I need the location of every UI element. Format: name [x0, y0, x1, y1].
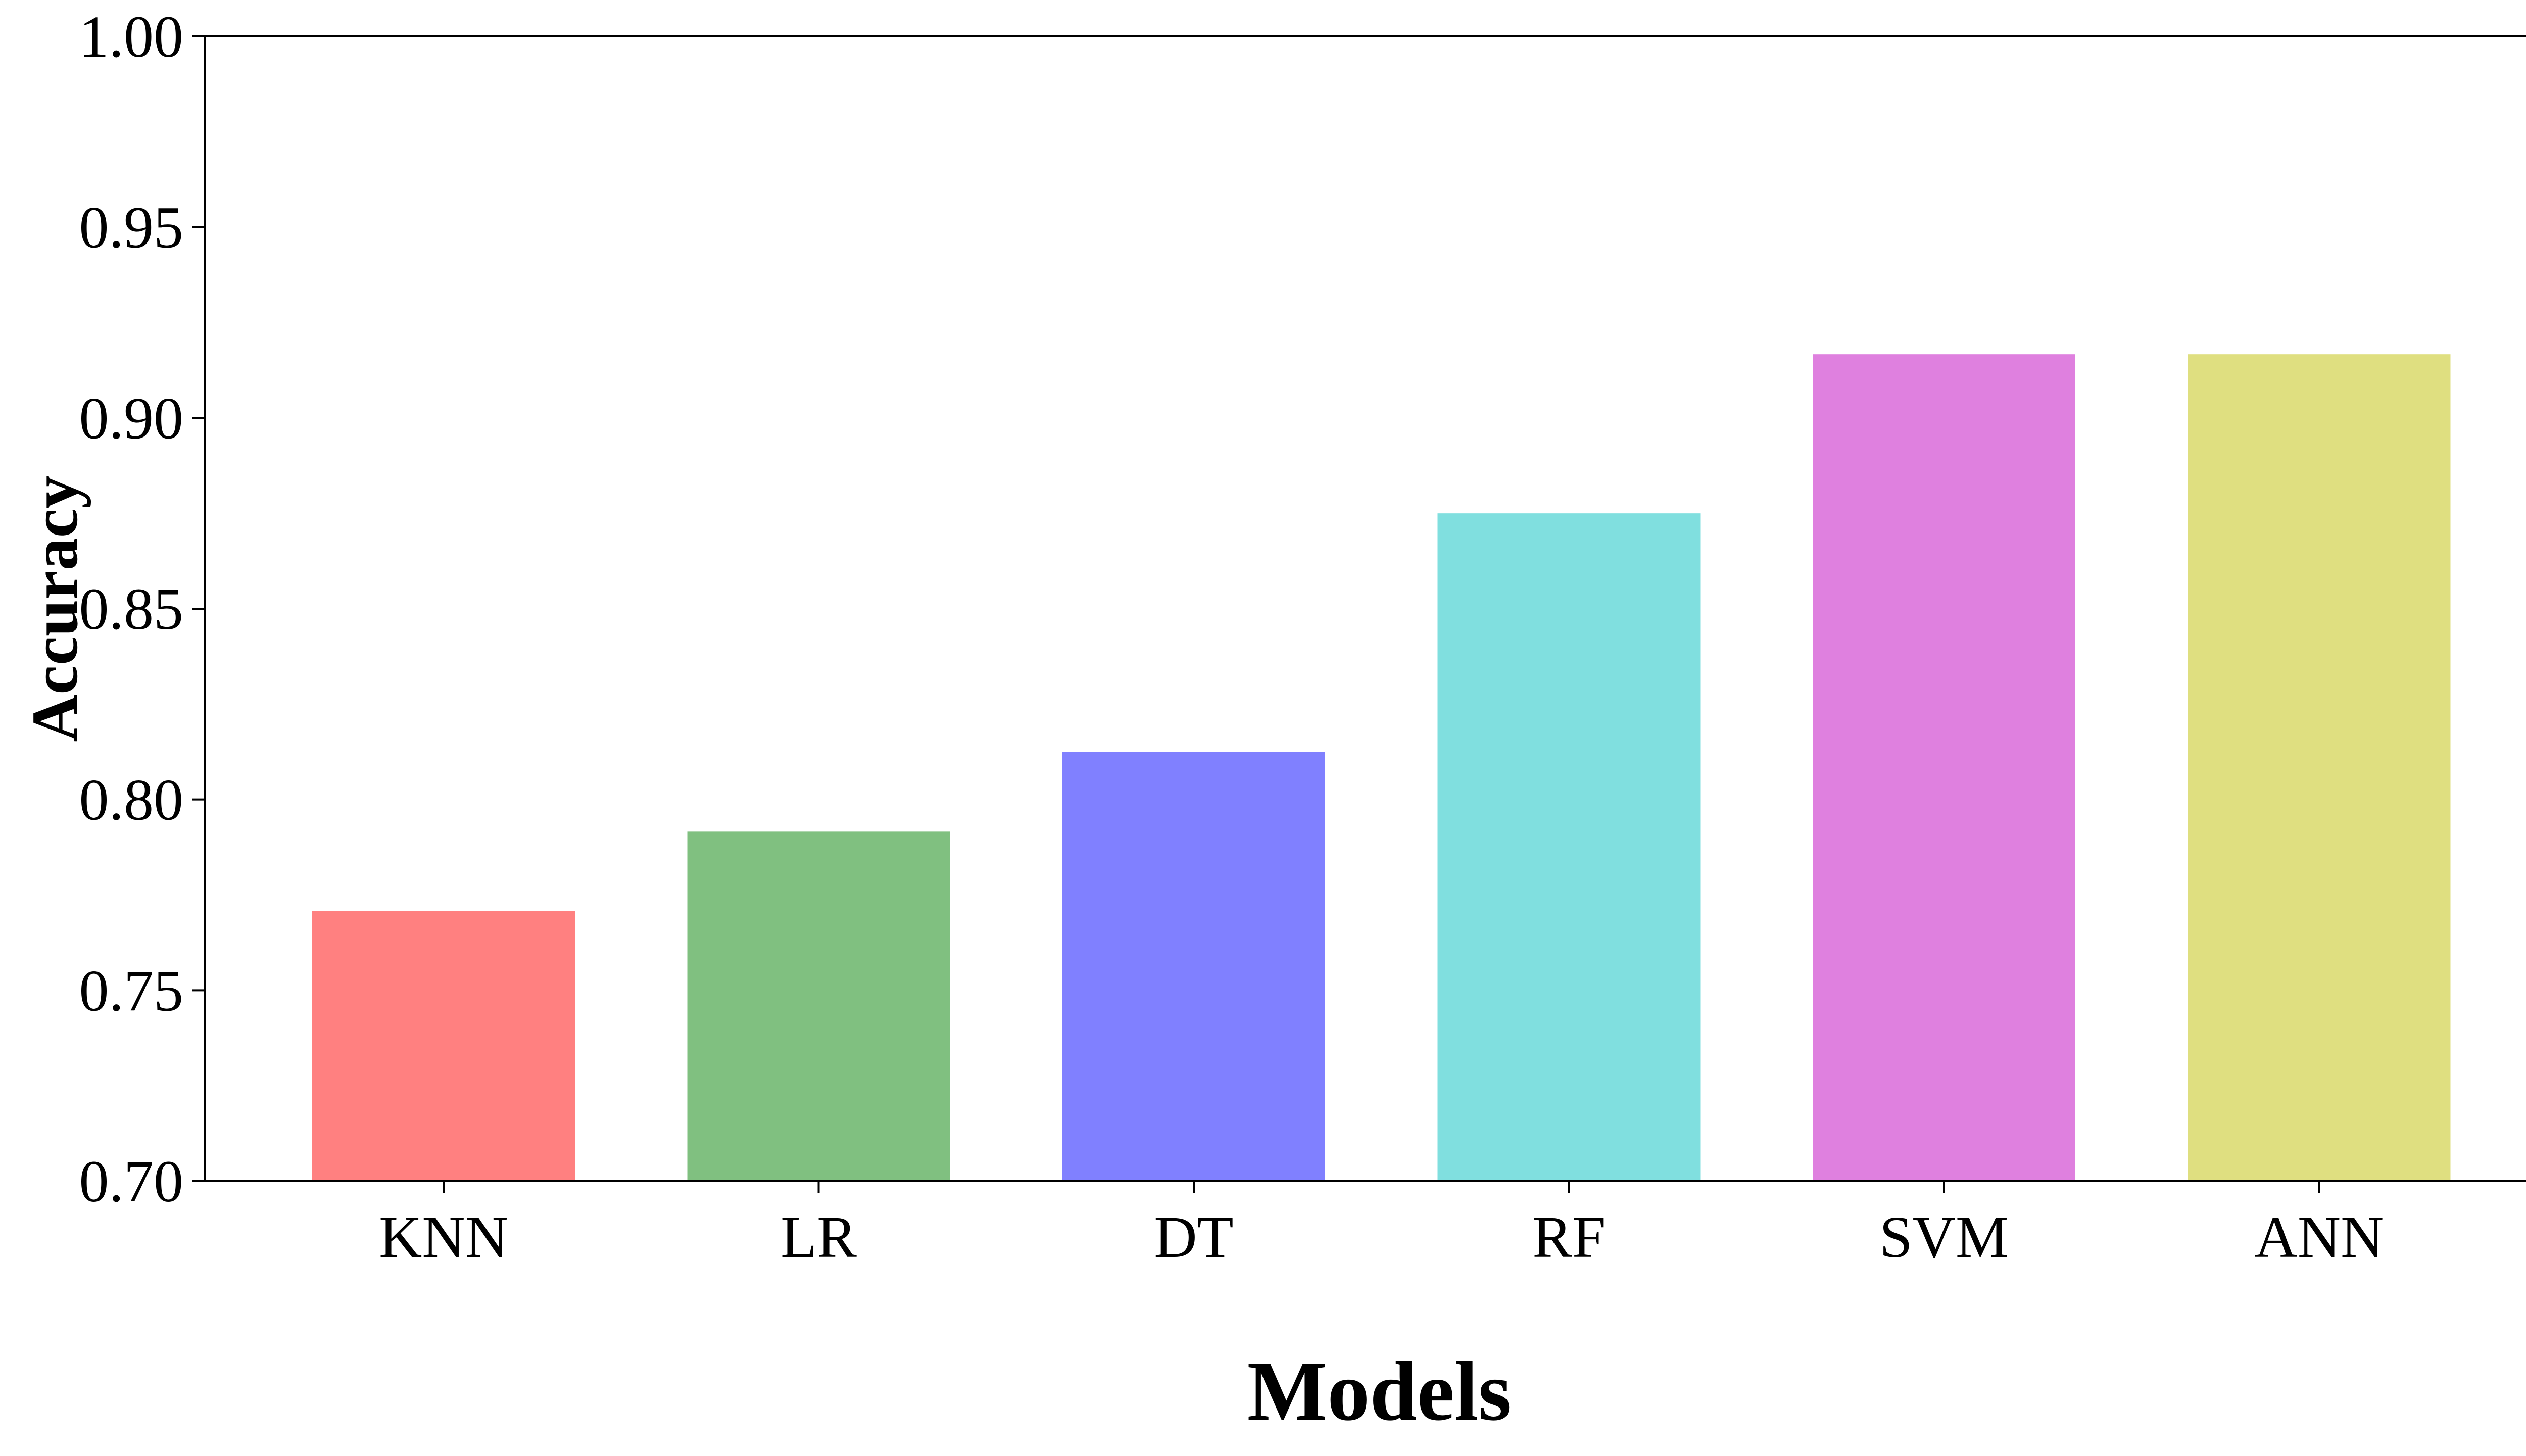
plot-frame [204, 35, 2526, 1182]
x-axis-ticks: KNN LR DT RF SVM ANN [379, 1181, 2384, 1270]
y-axis-title: Accuracy [19, 476, 91, 742]
y-axis-ticks: 0.70 0.75 0.80 0.85 0.90 0.95 1.00 [79, 4, 205, 1215]
x-tick-label-svm: SVM [1879, 1204, 2009, 1270]
y-tick-label: 0.70 [79, 1148, 184, 1215]
x-tick-label-lr: LR [781, 1204, 857, 1270]
y-tick-label: 0.95 [79, 195, 184, 261]
bar-rf [1437, 513, 1701, 1181]
y-tick-label: 0.75 [79, 957, 184, 1024]
x-tick-label-rf: RF [1532, 1204, 1605, 1270]
bars-layer [312, 354, 2451, 1182]
y-tick-label: 0.90 [79, 385, 184, 451]
bar-lr [687, 831, 950, 1181]
y-tick-label: 0.80 [79, 767, 184, 833]
x-tick-label-dt: DT [1154, 1204, 1233, 1270]
y-tick-label: 0.85 [79, 576, 184, 642]
x-tick-label-knn: KNN [379, 1204, 508, 1270]
bar-ann [2188, 354, 2451, 1182]
bar-svm [1813, 354, 2075, 1182]
y-tick-label: 1.00 [79, 4, 184, 70]
bar-dt [1062, 752, 1325, 1181]
x-axis-title: Models [1247, 1344, 1512, 1438]
x-tick-label-ann: ANN [2255, 1204, 2384, 1270]
bar-knn [312, 911, 575, 1181]
